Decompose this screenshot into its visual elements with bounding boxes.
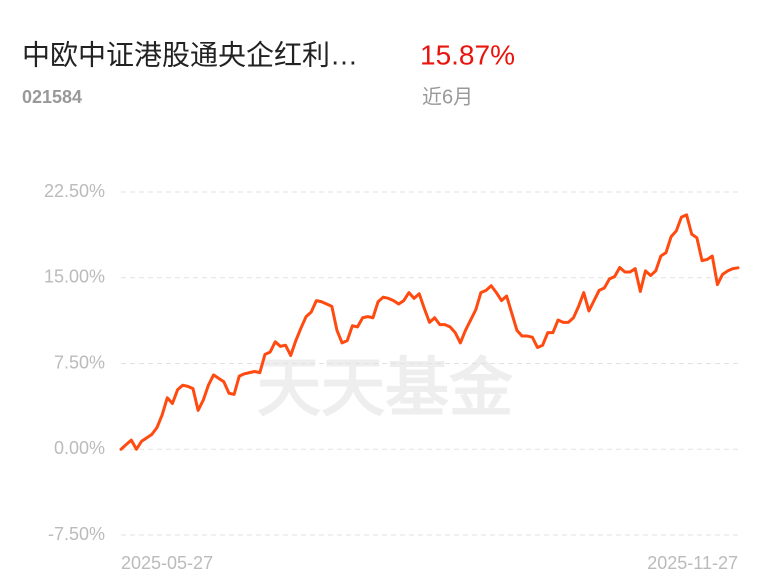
watermark: 天天基金 xyxy=(257,352,514,424)
chart-title: 中欧中证港股通央企红利… xyxy=(22,39,358,70)
y-tick-label: 7.50% xyxy=(54,352,105,372)
y-tick-label: 0.00% xyxy=(54,438,105,458)
fund-code: 021584 xyxy=(22,87,82,107)
x-tick-label: 2025-11-27 xyxy=(647,553,738,573)
line-series xyxy=(119,213,740,451)
x-tick-label: 2025-05-27 xyxy=(121,553,213,573)
y-tick-label: 22.50% xyxy=(44,181,105,201)
y-tick-label: -7.50% xyxy=(48,524,105,544)
y-tick-label: 15.00% xyxy=(44,267,105,287)
period-return: 15.87% xyxy=(420,39,515,70)
period: 近6月 xyxy=(422,85,473,108)
